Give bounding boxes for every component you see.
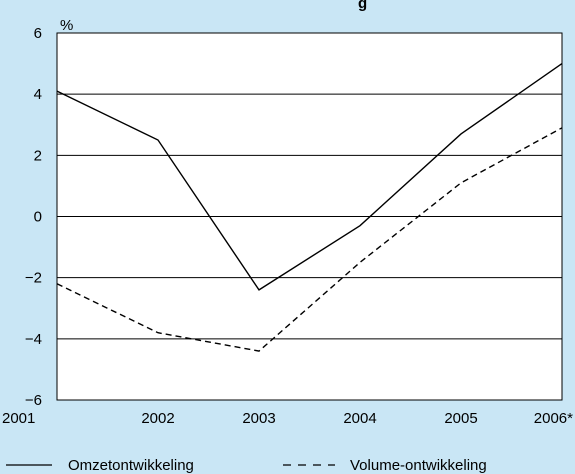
series-line-omzet	[56, 63, 563, 291]
x-tick-labels: 2001 2002 2003 2004 2005 2006*	[2, 410, 573, 427]
chart-title-fragment: g	[358, 0, 367, 12]
series-lines	[56, 63, 563, 352]
y-tick-label: 4	[34, 86, 42, 103]
y-tick-label: 0	[34, 209, 42, 226]
y-tick-label: −4	[25, 331, 42, 348]
y-tick-label: −2	[25, 270, 42, 287]
x-tick-label: 2002	[141, 410, 174, 427]
y-tick-label: 6	[34, 25, 42, 42]
x-tick-label: 2001	[2, 410, 35, 427]
legend-label: Volume-ontwikkeling	[350, 457, 487, 474]
y-tick-label: −6	[25, 392, 42, 409]
series-line-volume	[56, 127, 563, 352]
x-tick-label: 2003	[242, 410, 275, 427]
legend-label: Omzetontwikkeling	[68, 457, 194, 474]
y-tick-label: 2	[34, 147, 42, 164]
y-tick-labels: 6 4 2 0 −2 −4 −6	[25, 25, 42, 409]
plot-frame	[56, 32, 563, 401]
x-tick-label: 2004	[343, 410, 376, 427]
y-axis-unit-label: %	[60, 17, 73, 34]
x-tick-label: 2005	[444, 410, 477, 427]
legend: Omzetontwikkeling Volume-ontwikkeling	[6, 457, 487, 474]
x-tick-label: 2006*	[534, 410, 573, 427]
